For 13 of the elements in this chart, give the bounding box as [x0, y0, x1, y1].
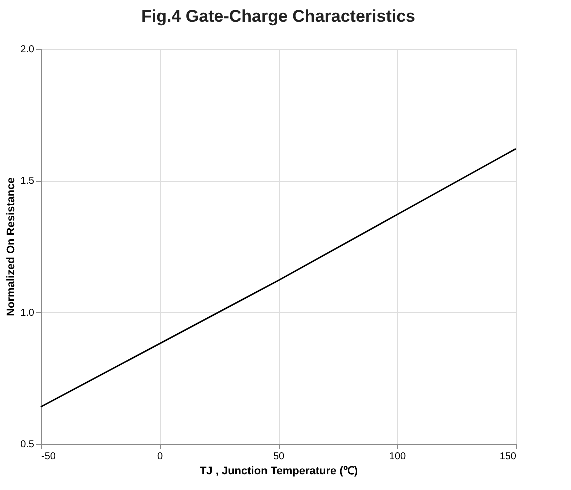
- x-tick-label: 0: [157, 452, 164, 462]
- x-tick-label: -50: [42, 452, 56, 462]
- chart-title: Fig.4 Gate-Charge Characteristics: [142, 7, 416, 26]
- y-axis-title: Normalized On Resistance: [6, 178, 18, 316]
- x-tick-label: 150: [500, 452, 517, 462]
- x-tick-label: 100: [389, 452, 407, 462]
- x-tick-label: 50: [273, 452, 285, 462]
- line-series: [40, 148, 517, 408]
- y-tick-label: 1.5: [20, 176, 35, 188]
- y-tick-label: 1.0: [20, 308, 35, 319]
- x-axis-title: TJ , Junction Temperature (℃): [200, 466, 358, 478]
- y-tick-label: 2.0: [20, 44, 35, 56]
- y-tick-label: 0.5: [20, 440, 35, 450]
